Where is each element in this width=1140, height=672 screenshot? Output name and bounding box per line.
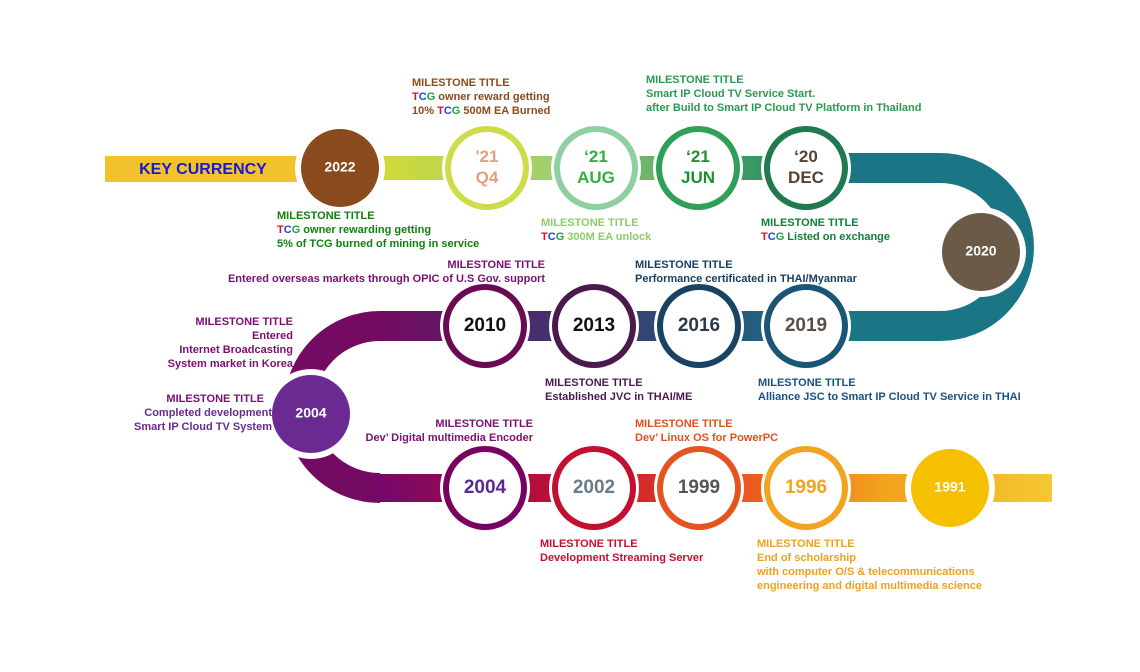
milestone-text: Smart IP Cloud TV Service Start. <box>646 88 815 100</box>
milestone-title: MILESTONE TITLE <box>646 74 744 86</box>
milestone-text: System market in Korea <box>168 358 294 370</box>
milestone-text: after Build to Smart IP Cloud TV Platfor… <box>646 102 921 114</box>
milestone-text: TCG Listed on exchange <box>761 231 890 243</box>
node-center <box>663 452 735 524</box>
node-label: 1999 <box>678 477 720 498</box>
milestone-title: MILESTONE TITLE <box>166 393 264 405</box>
milestone-text: Internet Broadcasting <box>179 344 293 356</box>
milestone-text: Dev’ Linux OS for PowerPC <box>635 432 778 444</box>
node-label: AUG <box>577 168 615 187</box>
node-center <box>560 132 632 204</box>
milestone-title: MILESTONE TITLE <box>635 418 733 430</box>
milestone-title: MILESTONE TITLE <box>541 217 639 229</box>
node-center <box>449 452 521 524</box>
node-center <box>770 132 842 204</box>
milestone-text: Performance certificated in THAI/Myanmar <box>635 273 858 285</box>
milestone-text: Entered overseas markets through OPIC of… <box>228 273 545 285</box>
milestone-title: MILESTONE TITLE <box>447 259 545 271</box>
milestone-text: Development Streaming Server <box>540 552 704 564</box>
milestone-text: TCG owner rewarding getting <box>277 224 431 236</box>
node-center <box>663 290 735 362</box>
milestone-title: MILESTONE TITLE <box>545 377 643 389</box>
node-label: DEC <box>788 168 824 187</box>
node-center <box>449 290 521 362</box>
milestone-text: TCG owner reward getting <box>412 91 550 103</box>
node-center <box>558 452 630 524</box>
node-label: 2020 <box>965 243 996 259</box>
node-label: 2004 <box>464 477 507 498</box>
milestone-title: MILESTONE TITLE <box>757 538 855 550</box>
milestone-title: MILESTONE TITLE <box>635 259 733 271</box>
node-label: 2016 <box>678 315 720 336</box>
node-label: 2022 <box>324 159 355 175</box>
milestone-title: MILESTONE TITLE <box>540 538 638 550</box>
milestone-text: engineering and digital multimedia scien… <box>757 580 982 592</box>
node-label: Q4 <box>476 168 499 187</box>
node-label: 2002 <box>573 477 615 498</box>
milestone-text: 5% of TCG burned of mining in service <box>277 238 479 250</box>
milestone-text: Alliance JSC to Smart IP Cloud TV Servic… <box>758 391 1021 403</box>
node-center <box>662 132 734 204</box>
node-center <box>451 132 523 204</box>
milestone-text: 10% TCG 500M EA Burned <box>412 105 550 117</box>
node-label: JUN <box>681 168 715 187</box>
node-label: 2004 <box>295 405 326 421</box>
node-center <box>770 452 842 524</box>
node-label: ‘21 <box>686 147 710 166</box>
node-disc <box>942 213 1020 291</box>
milestone-text: Dev’ Digital multimedia Encoder <box>366 432 534 444</box>
milestone-title: MILESTONE TITLE <box>761 217 859 229</box>
node-center <box>558 290 630 362</box>
milestone-title: MILESTONE TITLE <box>195 316 293 328</box>
node-label: 1996 <box>785 477 827 498</box>
milestone-title: MILESTONE TITLE <box>758 377 856 389</box>
milestone-text: Smart IP Cloud TV System <box>134 421 272 433</box>
milestone-text: Completed development <box>144 407 272 419</box>
node-label: 2019 <box>785 315 827 336</box>
milestone-text: Established JVC in THAI/ME <box>545 391 692 403</box>
node-disc <box>301 129 379 207</box>
milestone-text: with computer O/S & telecommunications <box>756 566 975 578</box>
key-currency: KEY CURRENCY <box>139 161 267 178</box>
milestone-text: End of scholarship <box>757 552 856 564</box>
milestone-text: TCG 300M EA unlock <box>541 231 652 243</box>
node-label: 1991 <box>934 479 965 495</box>
milestone-title: MILESTONE TITLE <box>435 418 533 430</box>
milestone-title: MILESTONE TITLE <box>277 210 375 222</box>
node-center <box>770 290 842 362</box>
node-disc <box>272 375 350 453</box>
node-label: '21 <box>476 147 499 166</box>
node-disc <box>911 449 989 527</box>
milestone-text: Entered <box>252 330 293 342</box>
node-label: 2013 <box>573 315 615 336</box>
node-label: ‘20 <box>794 147 818 166</box>
node-label: 2010 <box>464 315 506 336</box>
milestone-title: MILESTONE TITLE <box>412 77 510 89</box>
node-label: ‘21 <box>584 147 608 166</box>
